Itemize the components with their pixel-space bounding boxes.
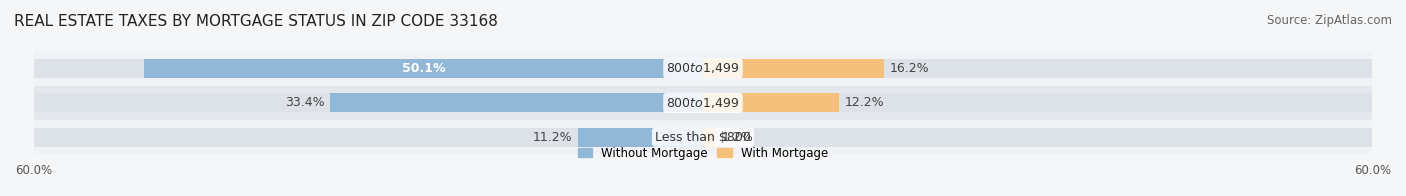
Text: $800 to $1,499: $800 to $1,499 [666, 96, 740, 110]
Bar [34, 120, 1372, 154]
Text: 16.2%: 16.2% [890, 62, 929, 75]
Bar [34, 51, 1372, 86]
Text: 1.2%: 1.2% [721, 131, 754, 144]
Text: 11.2%: 11.2% [533, 131, 572, 144]
Bar [578, 128, 703, 147]
Text: $800 to $1,499: $800 to $1,499 [666, 62, 740, 75]
Text: REAL ESTATE TAXES BY MORTGAGE STATUS IN ZIP CODE 33168: REAL ESTATE TAXES BY MORTGAGE STATUS IN … [14, 14, 498, 29]
Text: 12.2%: 12.2% [845, 96, 884, 109]
Bar [34, 93, 1372, 112]
Bar [703, 128, 717, 147]
Bar [34, 86, 1372, 120]
Legend: Without Mortgage, With Mortgage: Without Mortgage, With Mortgage [574, 142, 832, 165]
Bar [143, 59, 703, 78]
Text: 50.1%: 50.1% [402, 62, 446, 75]
Bar [703, 93, 839, 112]
Text: 33.4%: 33.4% [285, 96, 325, 109]
Bar [34, 128, 1372, 147]
Bar [34, 59, 1372, 78]
Bar [330, 93, 703, 112]
Bar [703, 59, 884, 78]
Text: Less than $800: Less than $800 [655, 131, 751, 144]
Text: Source: ZipAtlas.com: Source: ZipAtlas.com [1267, 14, 1392, 27]
